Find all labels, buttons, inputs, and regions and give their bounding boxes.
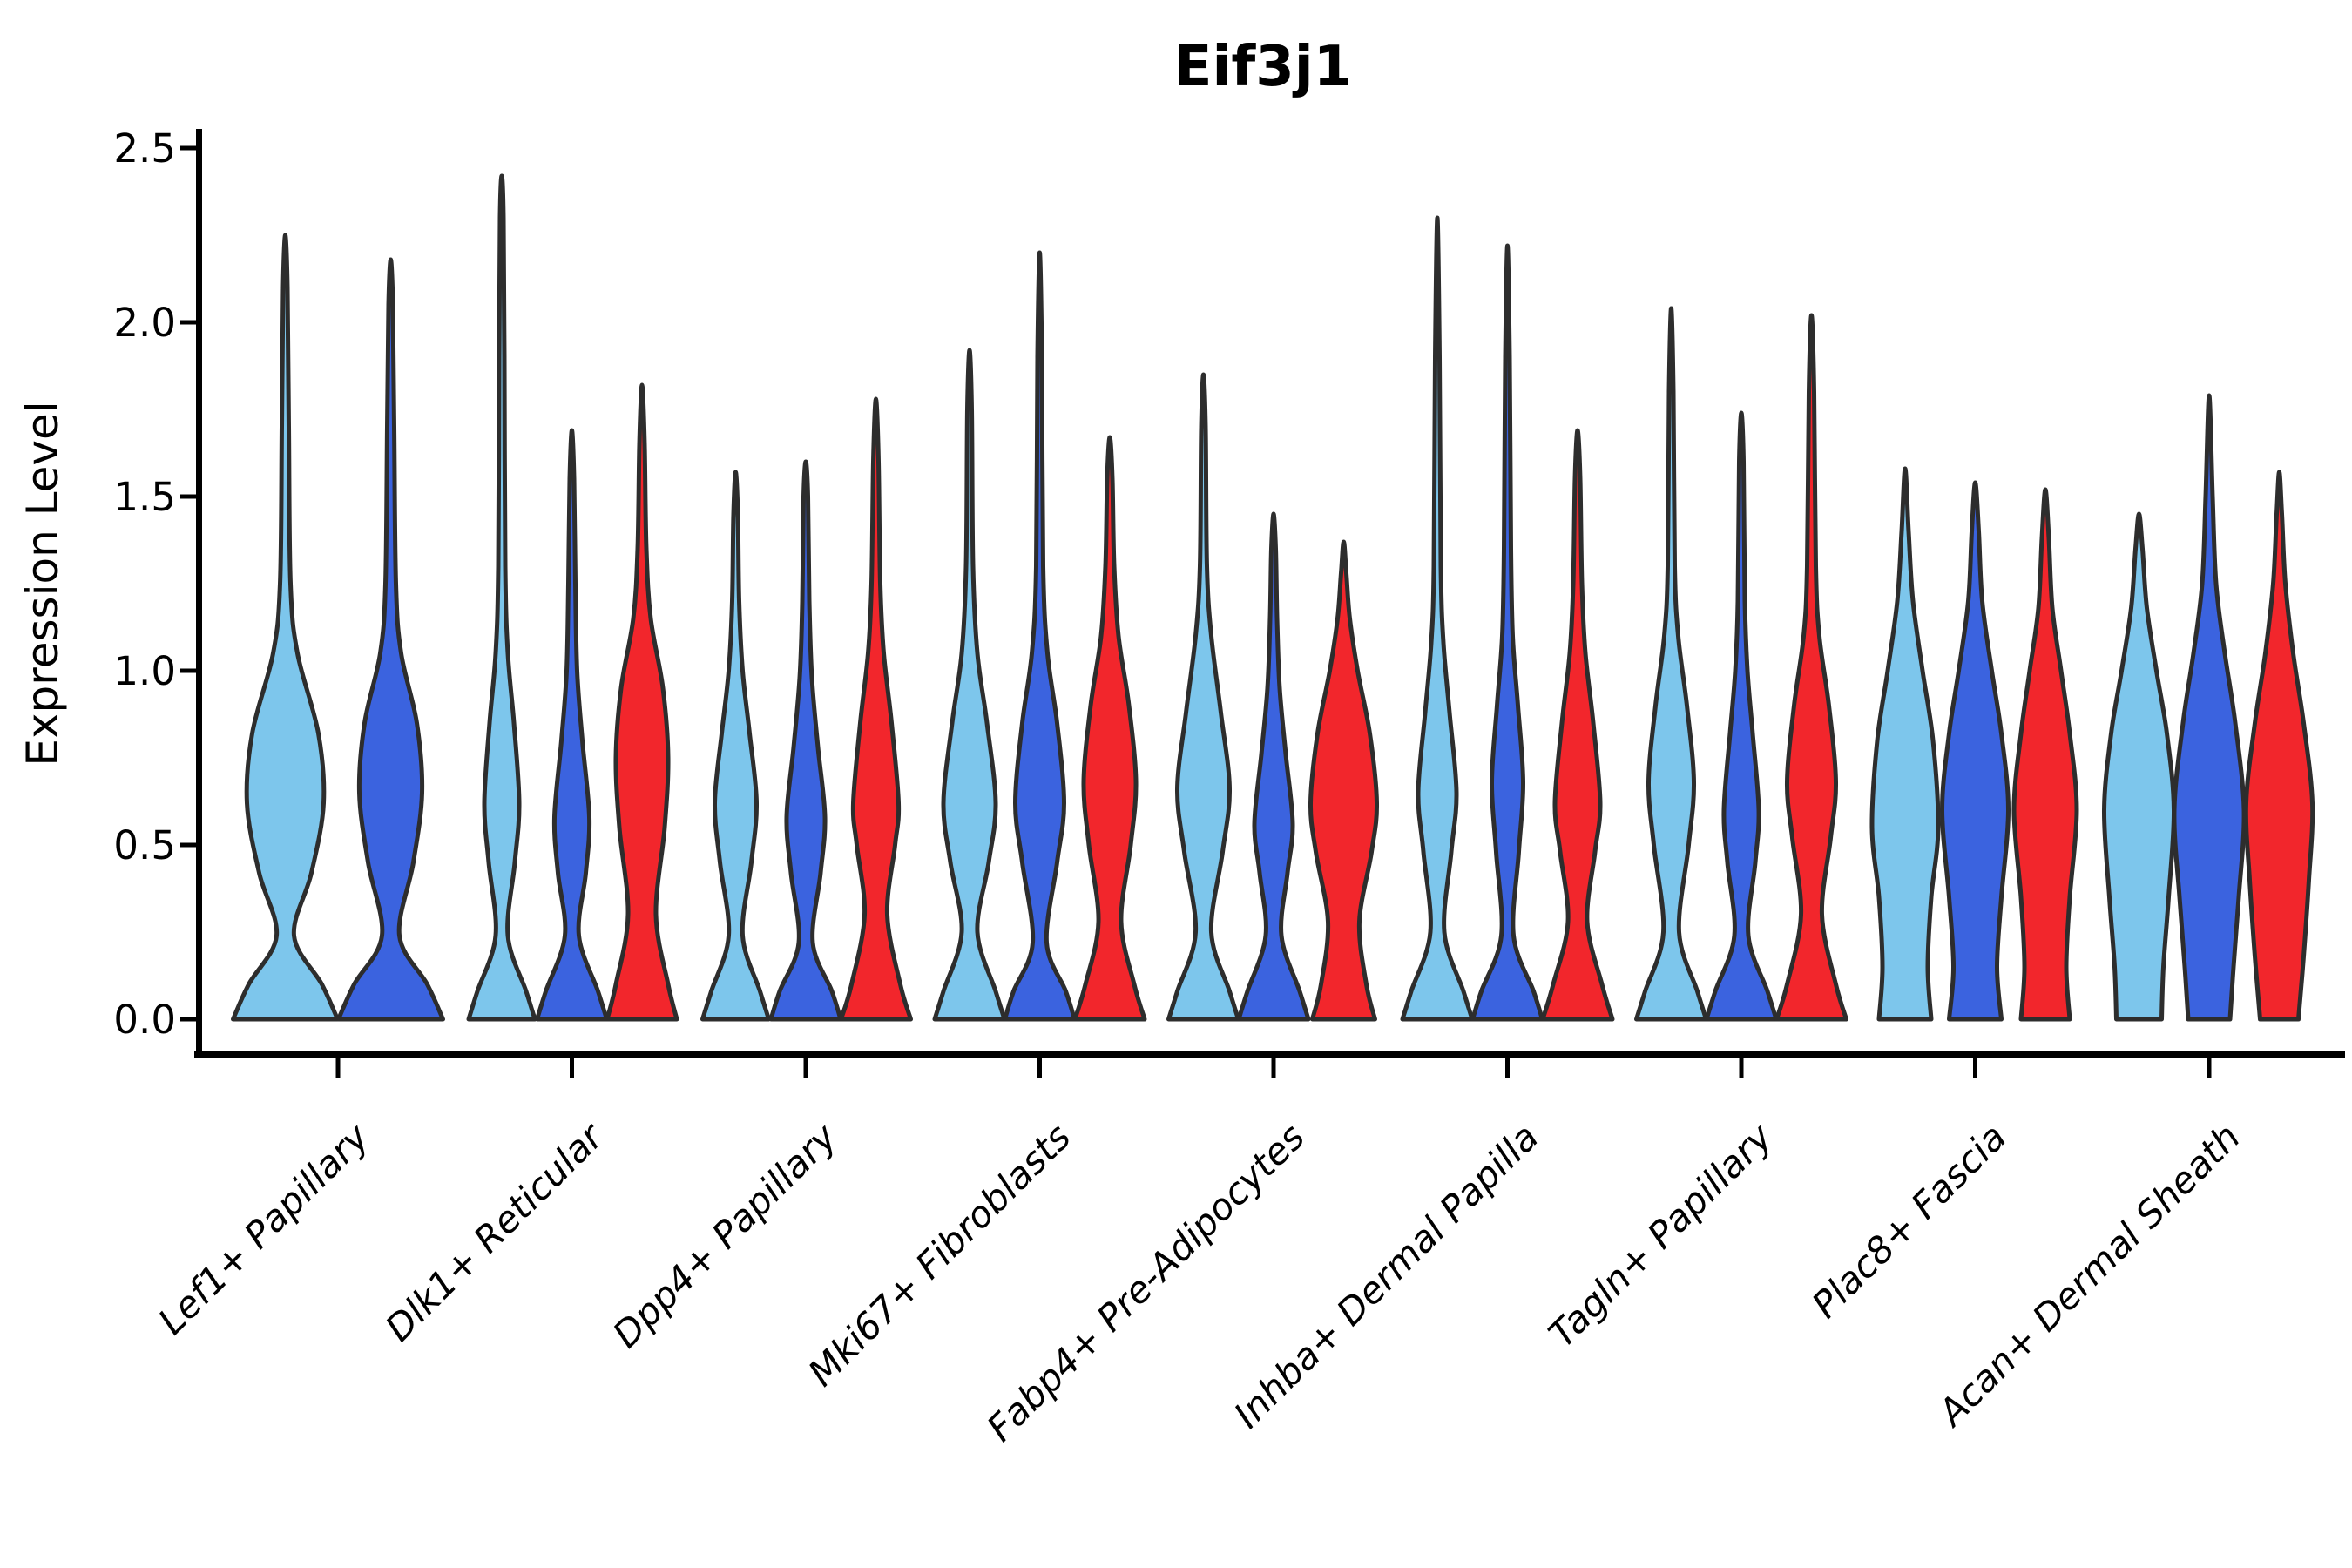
violin-group <box>2101 393 2315 1022</box>
violin-shape <box>1003 250 1077 1022</box>
violin-shape <box>768 459 843 1022</box>
x-tick-label: Dlk1+ Reticular <box>377 1113 613 1349</box>
violin-shape <box>336 257 445 1022</box>
y-axis-label: Expression Level <box>17 401 68 766</box>
violin-shape <box>2243 470 2315 1022</box>
y-tick-label: 1.0 <box>113 648 176 694</box>
y-tick-label: 2.5 <box>113 125 176 172</box>
y-tick-label: 1.5 <box>113 474 176 520</box>
axes-layer <box>194 129 2345 1058</box>
violin-shape <box>1166 372 1240 1022</box>
x-tick-label: Plac8+ Fascia <box>1803 1115 2014 1326</box>
violin-group <box>466 173 679 1022</box>
y-tick-label: 2.0 <box>113 300 176 346</box>
violin-shape <box>1072 435 1147 1022</box>
x-tick-label: Dpp4+ Papillary <box>605 1115 846 1356</box>
violin-shape <box>2011 487 2079 1022</box>
x-tick-label: Lef1+ Papillary <box>150 1115 378 1343</box>
violin-group <box>1400 215 1615 1022</box>
violin-shape <box>605 382 679 1022</box>
violin-group <box>1634 306 1848 1022</box>
violin-group <box>932 250 1147 1022</box>
violin-group <box>700 396 913 1022</box>
y-tick-label: 0.5 <box>113 822 176 868</box>
violin-shape <box>700 470 771 1022</box>
violin-shape <box>1704 410 1779 1022</box>
chart-title: Eif3j1 <box>1174 35 1353 99</box>
x-tick-label: Tagln+ Papillary <box>1540 1115 1781 1356</box>
y-axis: 0.0 0.5 1.0 1.5 2.0 2.5 Expression Level <box>17 125 199 1043</box>
violin-shape <box>1540 428 1615 1022</box>
x-tick-label: Mki67+ Fibroblasts <box>800 1115 1078 1394</box>
violin-shape <box>1869 466 1941 1022</box>
violin-group <box>1869 466 2079 1022</box>
violin-shape <box>1634 306 1708 1022</box>
violin-shape <box>839 396 913 1022</box>
violin-shape <box>1308 539 1380 1022</box>
violin-shape <box>2101 511 2177 1022</box>
violin-shape <box>2172 393 2247 1022</box>
violin-shape <box>1400 215 1475 1022</box>
violin-shape <box>1940 480 2011 1022</box>
violin-shape <box>932 348 1007 1022</box>
violin-shape <box>1774 313 1848 1022</box>
violin-shape <box>466 173 537 1022</box>
violin-group <box>1166 372 1380 1022</box>
y-tick-label: 0.0 <box>113 997 176 1043</box>
violin-shape <box>535 428 609 1022</box>
violin-group <box>231 233 445 1022</box>
violin-shape <box>1470 243 1544 1022</box>
violin-shape <box>231 233 340 1022</box>
violin-shape <box>1236 511 1311 1022</box>
violins-layer <box>231 173 2315 1022</box>
